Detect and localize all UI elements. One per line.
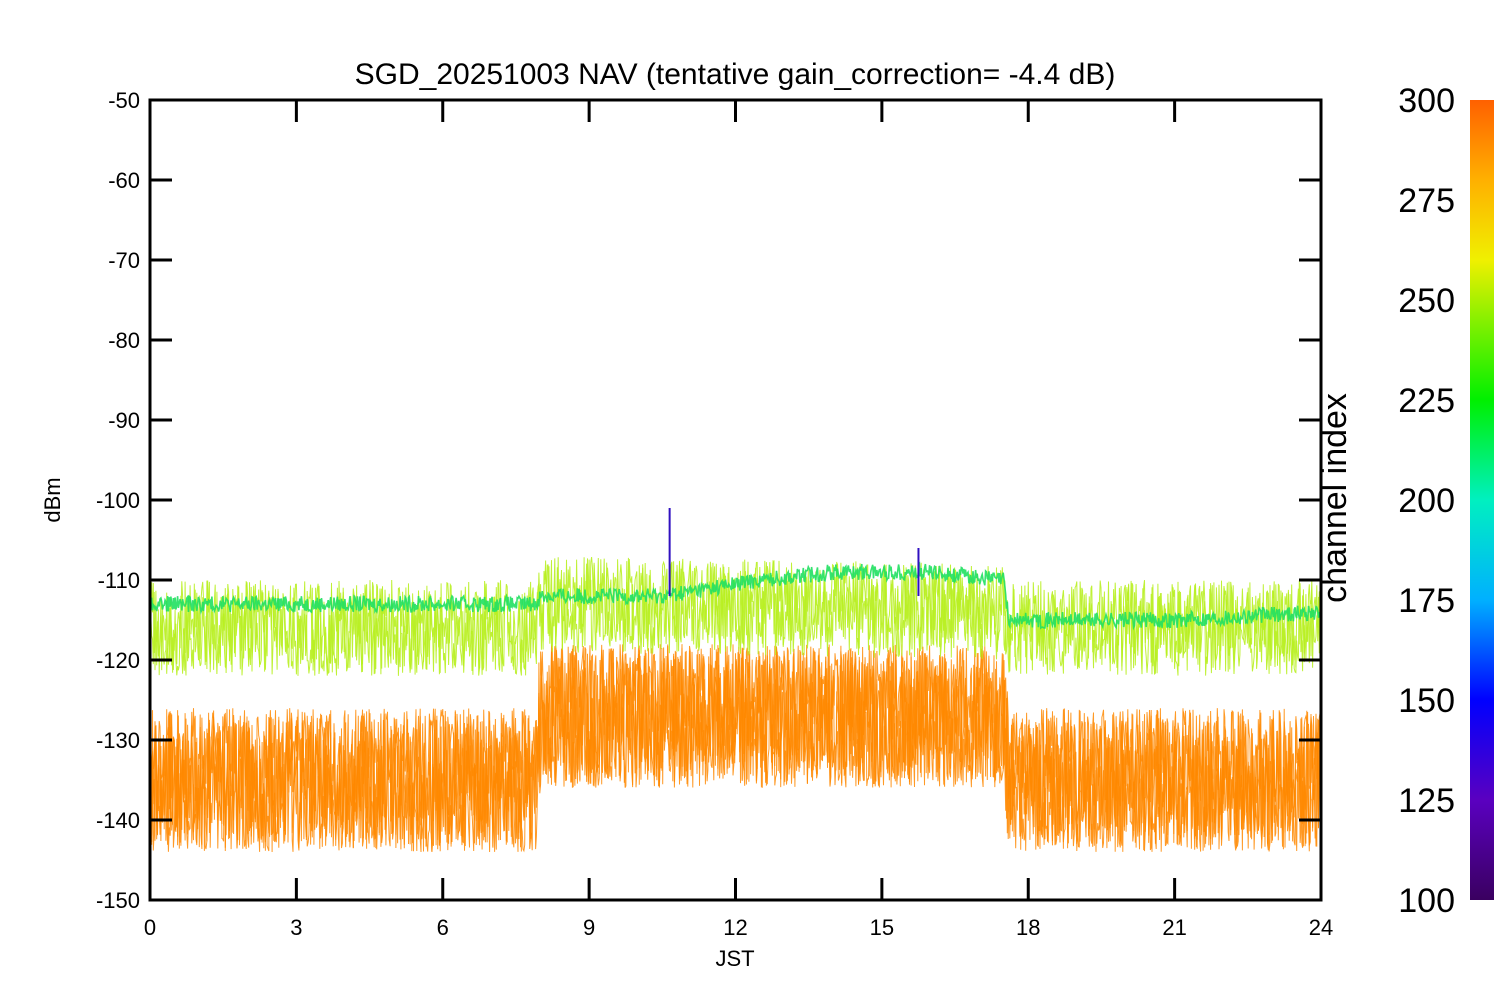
y-tick-label: -70: [108, 248, 140, 273]
x-axis-label: JST: [715, 946, 754, 971]
series-line: [150, 644, 1321, 852]
colorbar-tick-label: 125: [1398, 782, 1455, 820]
x-tick-label: 15: [870, 915, 894, 940]
y-tick-label: -80: [108, 328, 140, 353]
x-tick-label: 9: [583, 915, 595, 940]
colorbar-tick-label: 300: [1398, 82, 1455, 120]
x-tick-label: 6: [437, 915, 449, 940]
y-tick-label: -130: [96, 728, 140, 753]
y-tick-label: -110: [98, 568, 140, 593]
y-tick-label: -100: [96, 488, 140, 513]
series-0: [150, 561, 1321, 631]
series-line: [150, 561, 1321, 631]
y-tick-label: -150: [96, 888, 140, 913]
plot-data: [150, 508, 1321, 853]
colorbar-tick-label: 100: [1398, 882, 1455, 920]
x-tick-label: 24: [1309, 915, 1333, 940]
colorbar-tick-label: 250: [1398, 282, 1455, 320]
chart-title: SGD_20251003 NAV (tentative gain_correct…: [355, 58, 1116, 91]
y-tick-label: -120: [96, 648, 140, 673]
colorbar: [1470, 100, 1494, 900]
axes: 0 3 6 9 12 15 18 21 24 -50 -60 -70 -80 -90 -100 -110 -12…: [96, 88, 1333, 940]
x-tick-label: 12: [723, 915, 747, 940]
y-tick-label: -60: [108, 168, 140, 193]
x-tick-label: 21: [1162, 915, 1186, 940]
y-tick-label: -50: [108, 88, 140, 113]
y-tick-label: -140: [96, 808, 140, 833]
colorbar-ticks: 300 275 250 225 200 175 150 125 100: [1398, 82, 1455, 920]
colorbar-tick-label: 200: [1398, 482, 1455, 520]
series-2: [150, 644, 1321, 853]
colorbar-tick-label: 275: [1398, 182, 1455, 220]
y-tick-label: -90: [108, 408, 140, 433]
colorbar-tick-label: 175: [1398, 582, 1455, 620]
colorbar-label: channel index: [1316, 393, 1354, 603]
y-axis-label: dBm: [40, 477, 65, 522]
colorbar-tick-label: 225: [1398, 382, 1455, 420]
x-tick-label: 18: [1016, 915, 1040, 940]
colorbar-tick-label: 150: [1398, 682, 1455, 720]
x-tick-label: 0: [144, 915, 156, 940]
x-tick-label: 3: [290, 915, 302, 940]
